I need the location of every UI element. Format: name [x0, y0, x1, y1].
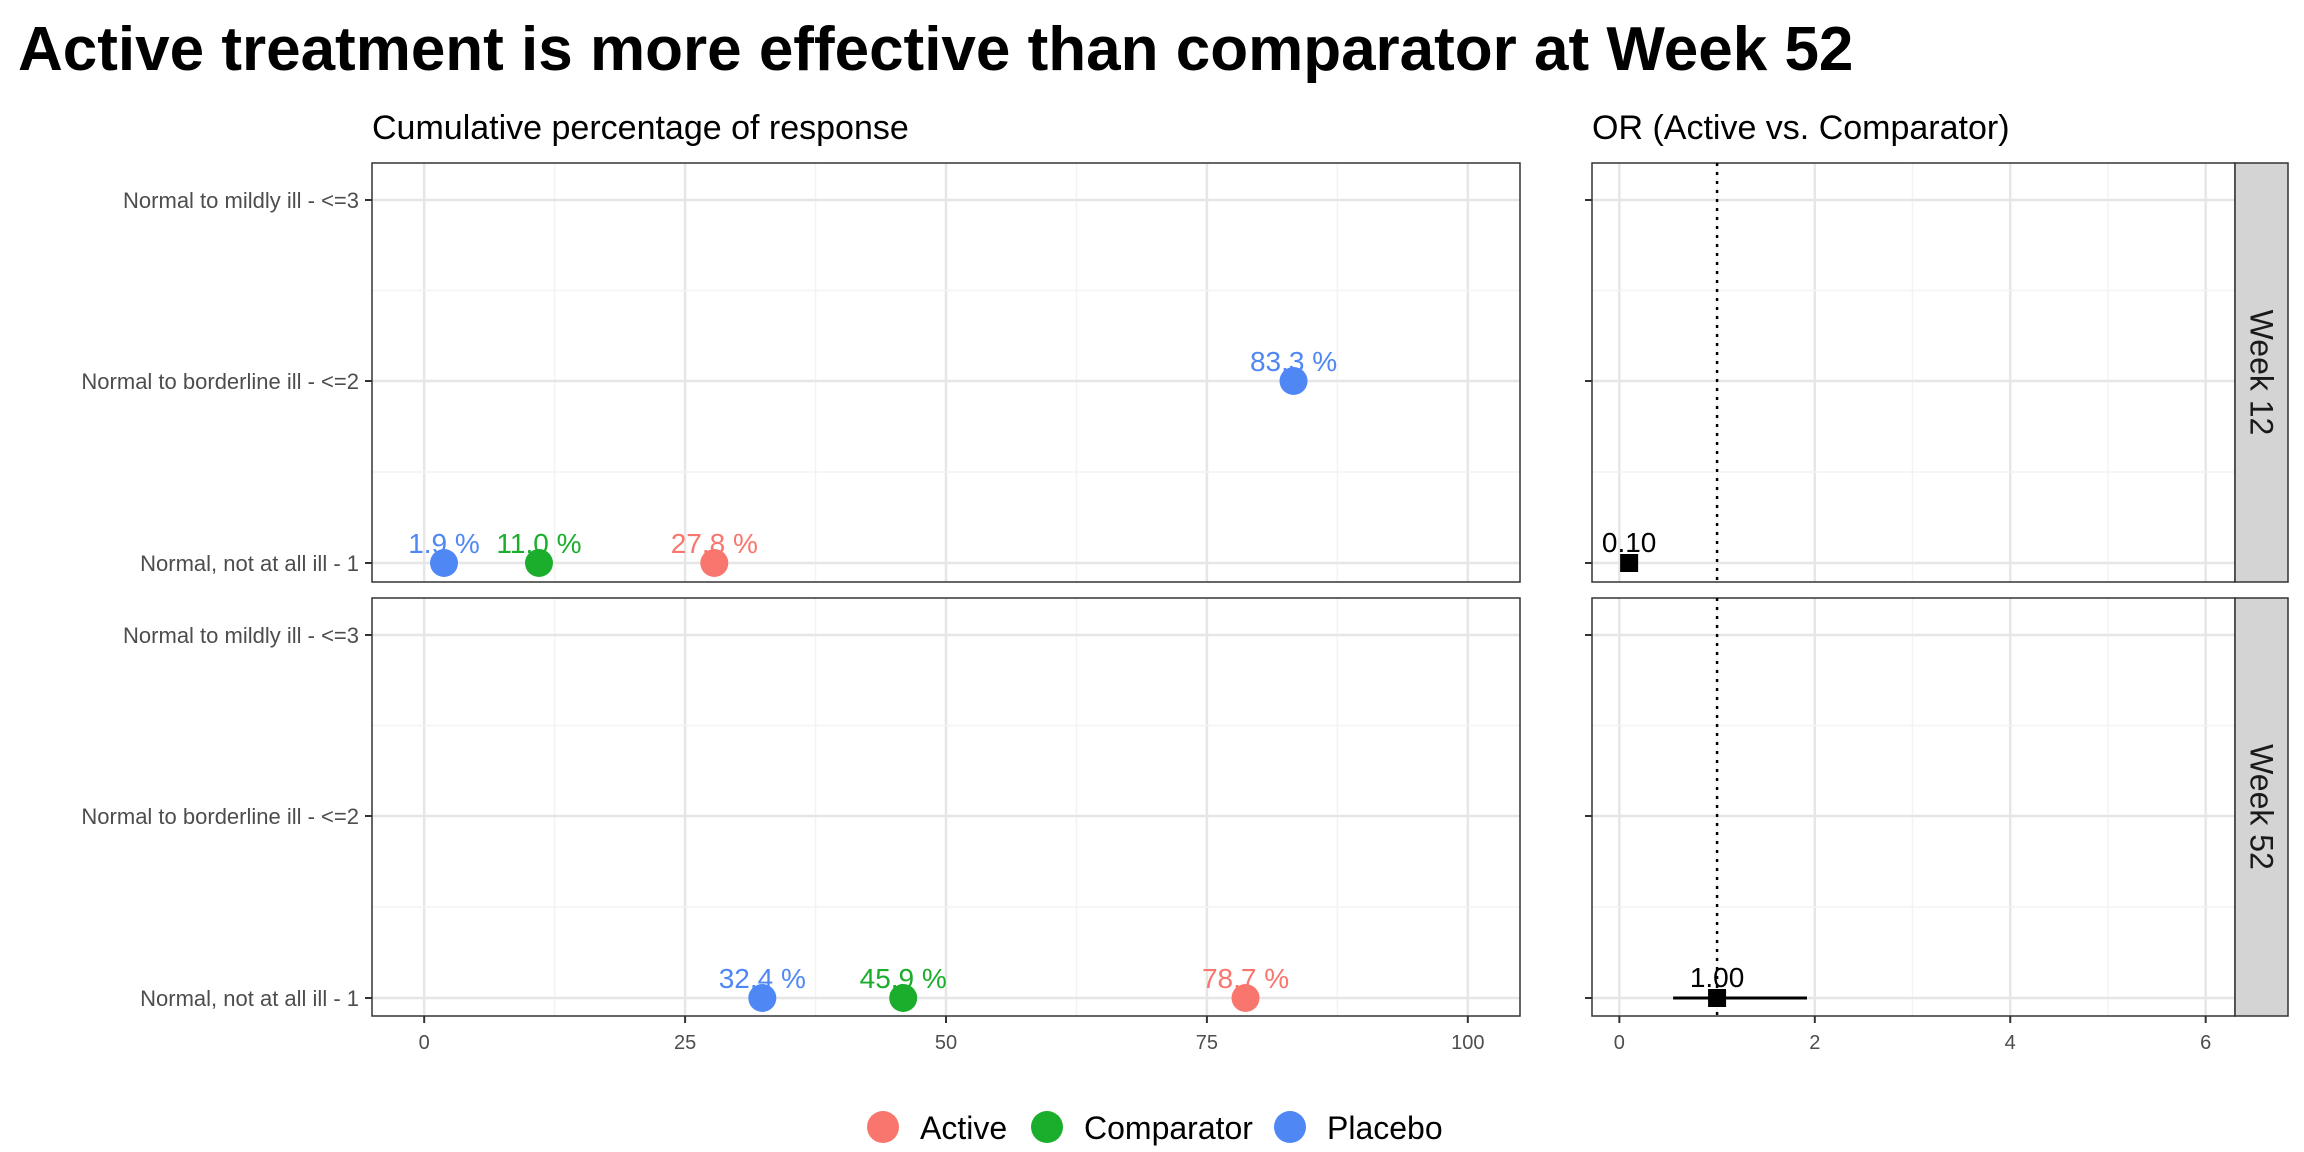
y-tick-label: Normal to mildly ill - <=3	[123, 623, 359, 648]
x-tick-label: 100	[1451, 1032, 1484, 1054]
or-marker	[1708, 989, 1727, 1007]
plot-layer: Normal, not at all ill - 1 Normal to bord…	[81, 162, 2289, 1054]
legend-label-comparator: Comparator	[1084, 1110, 1253, 1146]
right-panel-subtitle: OR (Active vs. Comparator)	[1592, 109, 2010, 147]
y-tick-label: Normal, not at all ill - 1	[140, 986, 359, 1011]
legend-label-placebo: Placebo	[1327, 1110, 1443, 1146]
x-tick-label: 2	[1809, 1032, 1820, 1054]
right-panel-border	[1591, 597, 2236, 1017]
x-tick-label: 50	[935, 1032, 957, 1054]
x-tick-label: 0	[419, 1032, 430, 1054]
data-label-placebo: 32.4 %	[719, 963, 806, 994]
x-tick-label: 4	[2005, 1032, 2016, 1054]
or-label: 1.00	[1690, 962, 1745, 993]
data-label-comparator: 45.9 %	[860, 963, 947, 994]
facet-strip	[2234, 597, 2289, 1017]
data-label-active: 27.8 %	[671, 528, 758, 559]
or-label: 0.10	[1602, 527, 1657, 558]
legend-key-placebo	[1274, 1111, 1306, 1143]
legend-key-active	[867, 1111, 899, 1143]
data-point-active	[700, 549, 729, 577]
y-tick-label: Normal, not at all ill - 1	[140, 551, 359, 576]
y-tick-label: Normal to borderline ill - <=2	[81, 369, 359, 394]
x-tick-label: 6	[2200, 1032, 2211, 1054]
or-marker	[1620, 554, 1639, 572]
data-label-placebo: 1.9 %	[408, 528, 480, 559]
data-point-active	[1231, 984, 1260, 1012]
x-tick-label: 0	[1614, 1032, 1625, 1054]
legend-key-comparator	[1031, 1111, 1063, 1143]
right-panel-border	[1591, 162, 2236, 583]
y-tick-label: Normal to borderline ill - <=2	[81, 804, 359, 829]
data-label-active: 78.7 %	[1202, 963, 1289, 994]
x-tick-label: 25	[674, 1032, 696, 1054]
data-point-placebo	[1279, 367, 1308, 395]
data-label-placebo: 83.3 %	[1250, 346, 1337, 377]
legend: Active Comparator Placebo	[867, 1110, 1443, 1146]
left-panel-subtitle: Cumulative percentage of response	[372, 109, 909, 147]
data-label-comparator: 11.0 %	[496, 528, 581, 559]
data-point-comparator	[524, 549, 553, 577]
facet-strip	[2234, 162, 2289, 583]
x-tick-label: 75	[1196, 1032, 1218, 1054]
left-panel-border	[371, 162, 1521, 583]
data-point-comparator	[889, 984, 918, 1012]
data-point-placebo	[748, 984, 777, 1012]
legend-label-active: Active	[920, 1110, 1007, 1146]
facet-strip-label: Week 52	[2244, 744, 2280, 870]
chart-title: Active treatment is more effective than …	[18, 15, 1853, 84]
facet-strip-label: Week 12	[2244, 310, 2280, 436]
data-point-placebo	[430, 549, 459, 577]
y-tick-label: Normal to mildly ill - <=3	[123, 188, 359, 213]
